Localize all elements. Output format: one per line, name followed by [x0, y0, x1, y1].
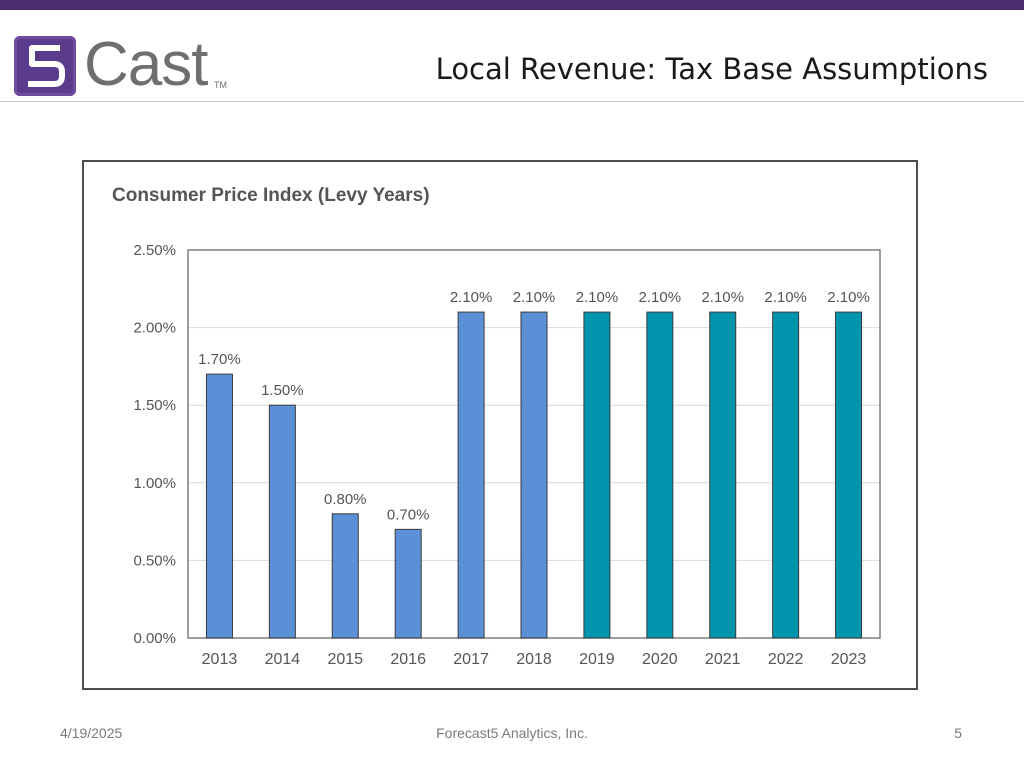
data-label-2020: 2.10%: [639, 289, 682, 306]
data-label-2014: 1.50%: [261, 382, 304, 399]
bar-2013: [205, 373, 233, 639]
y-tick-label: 0.50%: [133, 552, 176, 569]
chart-frame: Consumer Price Index (Levy Years) 0.00% 0…: [82, 160, 918, 690]
y-tick-label: 2.50%: [133, 242, 176, 259]
bar-2019: [583, 311, 611, 639]
page-title: Local Revenue: Tax Base Assumptions: [435, 52, 988, 86]
y-tick-label: 0.00%: [133, 630, 176, 647]
bar-2017: [457, 311, 485, 639]
logo-wordmark: Cast: [84, 30, 208, 99]
bar-2015: [331, 513, 359, 639]
bar-data-labels: 1.70% 1.50% 0.80% 0.70% 2.10% 2.10% 2.10% 2.10%…: [198, 289, 870, 523]
logo-five-icon: [28, 45, 65, 87]
data-label-2019: 2.10%: [576, 289, 619, 306]
data-label-2018: 2.10%: [513, 289, 556, 306]
x-tick-label: 2022: [768, 651, 804, 668]
5cast-logo: Cast TM: [14, 30, 244, 99]
x-tick-label: 2014: [265, 651, 301, 668]
cpi-bar-chart: Consumer Price Index (Levy Years) 0.00%0…: [112, 185, 881, 668]
y-tick-label: 2.00%: [133, 320, 176, 337]
top-accent-bar: [0, 0, 1024, 10]
footer-company: Forecast5 Analytics, Inc.: [436, 725, 588, 741]
data-label-2023: 2.10%: [827, 289, 870, 306]
bar-2021: [709, 311, 737, 639]
chart-bars: [205, 311, 863, 639]
x-axis-ticks: 2013 2014 2015 2016 2017 2018 2019 2020 2021 2022…: [202, 651, 867, 668]
slide-header: Cast TM Local Revenue: Tax Base Assumpti…: [0, 10, 1024, 100]
bar-2023: [835, 311, 863, 639]
chart-title: Consumer Price Index (Levy Years): [112, 185, 430, 206]
x-tick-label: 2023: [831, 651, 867, 668]
data-label-2017: 2.10%: [450, 289, 493, 306]
data-label-2013: 1.70%: [198, 351, 241, 368]
header-divider: [0, 101, 1024, 102]
data-label-2015: 0.80%: [324, 491, 367, 508]
bar-2022: [772, 311, 800, 639]
data-label-2022: 2.10%: [764, 289, 807, 306]
bar-2018: [520, 311, 548, 639]
logo-mark: [14, 36, 76, 96]
x-tick-label: 2018: [516, 651, 552, 668]
x-tick-label: 2020: [642, 651, 678, 668]
page-number: 5: [954, 725, 962, 741]
data-label-2021: 2.10%: [701, 289, 744, 306]
data-label-2016: 0.70%: [387, 506, 430, 523]
x-tick-label: 2013: [202, 651, 238, 668]
x-tick-label: 2017: [453, 651, 489, 668]
x-tick-label: 2019: [579, 651, 615, 668]
x-tick-label: 2015: [327, 651, 363, 668]
logo-trademark: TM: [214, 80, 227, 90]
x-tick-label: 2021: [705, 651, 741, 668]
bar-2016: [394, 528, 422, 639]
footer-date: 4/19/2025: [60, 725, 123, 741]
y-axis-ticks: 0.00% 0.50% 1.00% 1.50% 2.00% 2.50%: [133, 242, 176, 647]
x-tick-label: 2016: [390, 651, 426, 668]
y-tick-label: 1.00%: [133, 475, 176, 492]
bar-2020: [646, 311, 674, 639]
y-tick-label: 1.50%: [133, 397, 176, 414]
bar-2014: [268, 404, 296, 639]
